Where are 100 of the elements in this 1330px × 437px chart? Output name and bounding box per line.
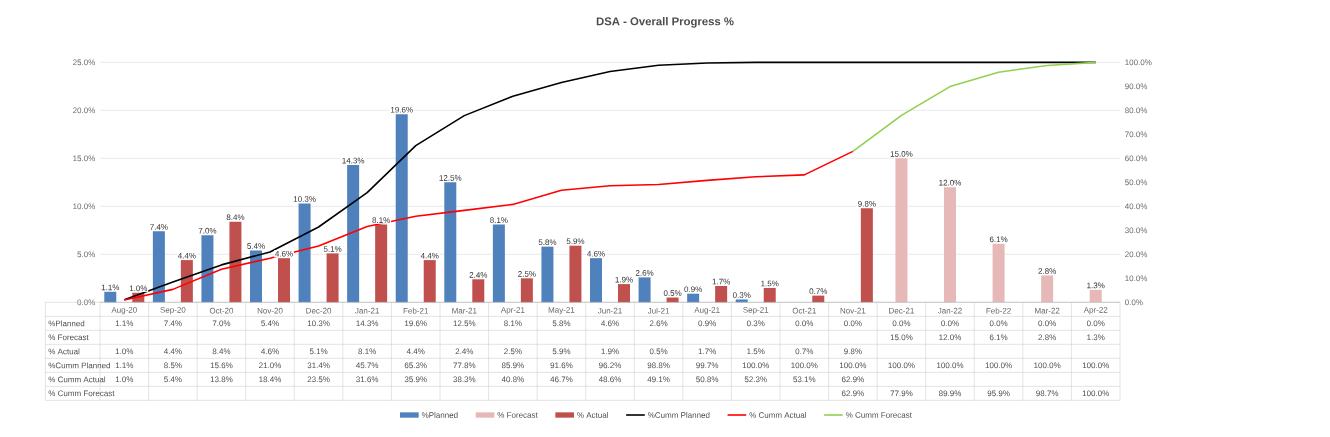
x-tick-label: Jun-21 (597, 307, 622, 314)
data-label: 1.3% (1087, 334, 1105, 341)
bar (229, 221, 242, 303)
data-label: 1.1% (115, 320, 134, 327)
data-label: 12.0% (939, 334, 962, 341)
data-label: 14.3% (356, 320, 379, 327)
y-tick-label: 0.0% (77, 299, 96, 306)
y2-tick-label: 20.0% (1125, 251, 1148, 258)
bar (860, 208, 873, 303)
text: 10.3% (293, 196, 316, 202)
bar (347, 165, 360, 303)
x-tick-label: Sep-21 (743, 307, 769, 315)
text: 4.4% (420, 252, 439, 259)
bar (492, 224, 505, 303)
data-label: 62.9% (841, 390, 864, 397)
text: 19.6% (390, 106, 413, 113)
text: 4.6% (275, 250, 293, 257)
text: 5.4% (247, 243, 265, 249)
x-tick-label: Aug-21 (694, 307, 720, 315)
x-tick-label: Mar-22 (1035, 307, 1060, 314)
data-label: 0.7% (795, 348, 814, 355)
x-tick-label: May-21 (548, 307, 575, 315)
y-tick-label: 20.0% (73, 107, 96, 114)
data-label: 0.0% (844, 320, 862, 327)
data-label: 100.0% (985, 362, 1012, 369)
data-label: 0.0% (1086, 320, 1105, 327)
bar (992, 243, 1005, 303)
data-label: 5.1% (309, 348, 328, 355)
text: %Cumm Planned (48, 362, 110, 369)
bar (1089, 289, 1102, 303)
data-label: 6.1% (989, 334, 1008, 341)
y-tick-label: 25.0% (73, 59, 96, 66)
data-label: 0.0% (1038, 320, 1056, 327)
text: 2.5% (518, 271, 536, 277)
data-label: 4.6% (601, 320, 619, 327)
text: 14.3% (342, 157, 365, 164)
data-label: 0.3% (746, 320, 765, 327)
data-label: 12.5% (453, 320, 476, 327)
x-tick-label: Oct-21 (792, 307, 816, 314)
chart-title: DSA - Overall Progress % (596, 17, 734, 28)
data-label: 100.0% (1034, 362, 1061, 369)
x-tick-label: Nov-21 (840, 307, 866, 314)
data-label: 48.6% (598, 376, 622, 383)
bar (895, 158, 908, 303)
text: 2.6% (635, 270, 654, 276)
data-label: 23.5% (307, 376, 330, 383)
text: 0.7% (809, 288, 828, 295)
text: % Cumm Forecast (48, 390, 115, 397)
data-label: 0.0% (795, 320, 814, 327)
text: 5.1% (323, 246, 342, 252)
x-tick-label: Nov-20 (257, 307, 283, 314)
data-label: 100.0% (839, 362, 867, 369)
line-series (123, 150, 854, 301)
legend-label: % Cumm Forecast (846, 412, 912, 418)
data-label: 31.4% (307, 362, 330, 369)
bar (180, 260, 193, 303)
data-label: 1.7% (698, 348, 716, 355)
text: % Cumm Actual (48, 376, 106, 383)
y2-tick-label: 80.0% (1125, 107, 1148, 114)
bar (569, 245, 582, 303)
y2-tick-label: 90.0% (1125, 83, 1148, 90)
data-label: 45.7% (356, 362, 379, 369)
text: 7.0% (198, 227, 217, 234)
bar (1041, 275, 1054, 303)
data-label: 77.8% (453, 362, 476, 369)
text: 2.4% (469, 272, 488, 278)
data-label: 1.9% (601, 348, 619, 355)
data-label: 1.0% (115, 348, 134, 355)
data-label: 35.9% (404, 376, 427, 383)
bar (520, 278, 533, 303)
data-label: 10.3% (307, 320, 330, 327)
text: 4.4% (177, 252, 196, 259)
bar (423, 260, 436, 303)
y2-tick-label: 0.0% (1125, 299, 1143, 306)
bar (326, 253, 339, 303)
bar (590, 258, 603, 303)
data-label: 4.6% (261, 348, 279, 355)
bar (278, 258, 291, 303)
data-label: 100.0% (937, 362, 964, 369)
bar (687, 293, 700, 303)
data-label: 0.0% (892, 320, 911, 327)
text: 5.9% (566, 238, 585, 245)
data-label: 98.7% (1036, 390, 1059, 397)
data-label: 7.0% (212, 320, 231, 327)
data-label: 65.3% (404, 362, 427, 369)
bar (201, 235, 214, 303)
text: 1.5% (761, 280, 779, 287)
bar (472, 279, 485, 303)
line-series (852, 61, 1097, 153)
data-label: 100.0% (888, 362, 915, 369)
data-label: 2.4% (455, 348, 474, 355)
data-label: 21.0% (259, 362, 282, 369)
y2-tick-label: 60.0% (1125, 155, 1148, 162)
data-label: 7.4% (164, 320, 182, 327)
bar (250, 250, 263, 303)
data-label: 8.1% (504, 320, 522, 327)
bar (638, 277, 651, 303)
x-tick-label: Dec-20 (306, 307, 332, 314)
bar (735, 299, 748, 303)
x-tick-label: Oct-20 (209, 307, 234, 314)
